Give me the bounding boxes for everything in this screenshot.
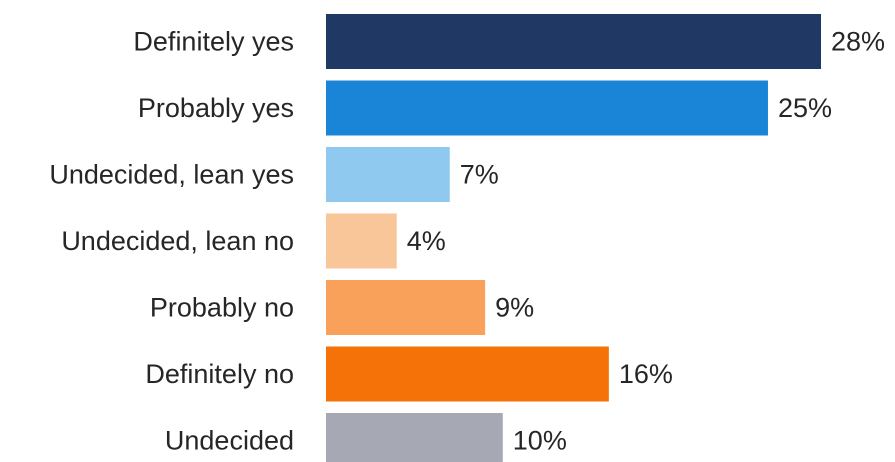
category-label-definitely-yes: Definitely yes	[133, 27, 294, 57]
bar-probably-no	[326, 280, 486, 335]
category-label-definitely-no: Definitely no	[145, 359, 294, 389]
bar-definitely-no	[326, 346, 609, 402]
category-labels-group: Definitely yes Probably yes Undecided, lea…	[49, 27, 294, 456]
bar-undecided-lean-yes	[326, 147, 450, 202]
category-label-undecided: Undecided	[165, 426, 294, 456]
bar-probably-yes	[326, 80, 768, 136]
value-label-probably-yes: 25%	[778, 93, 832, 123]
bar-undecided-lean-no	[326, 213, 397, 269]
category-label-probably-yes: Probably yes	[138, 93, 294, 123]
value-label-definitely-no: 16%	[619, 359, 673, 389]
bar-definitely-yes	[326, 14, 821, 69]
bar-undecided	[326, 413, 503, 462]
category-label-probably-no: Probably no	[150, 293, 294, 323]
value-label-undecided-lean-no: 4%	[407, 226, 446, 256]
value-label-definitely-yes: 28%	[831, 27, 885, 57]
value-label-probably-no: 9%	[495, 293, 534, 323]
bars-group	[326, 14, 821, 462]
value-label-undecided: 10%	[513, 426, 567, 456]
value-label-undecided-lean-yes: 7%	[460, 160, 499, 190]
category-label-undecided-lean-yes: Undecided, lean yes	[49, 160, 294, 190]
value-labels-group: 28% 25% 7% 4% 9% 16% 10%	[407, 27, 885, 456]
category-label-undecided-lean-no: Undecided, lean no	[61, 226, 294, 256]
